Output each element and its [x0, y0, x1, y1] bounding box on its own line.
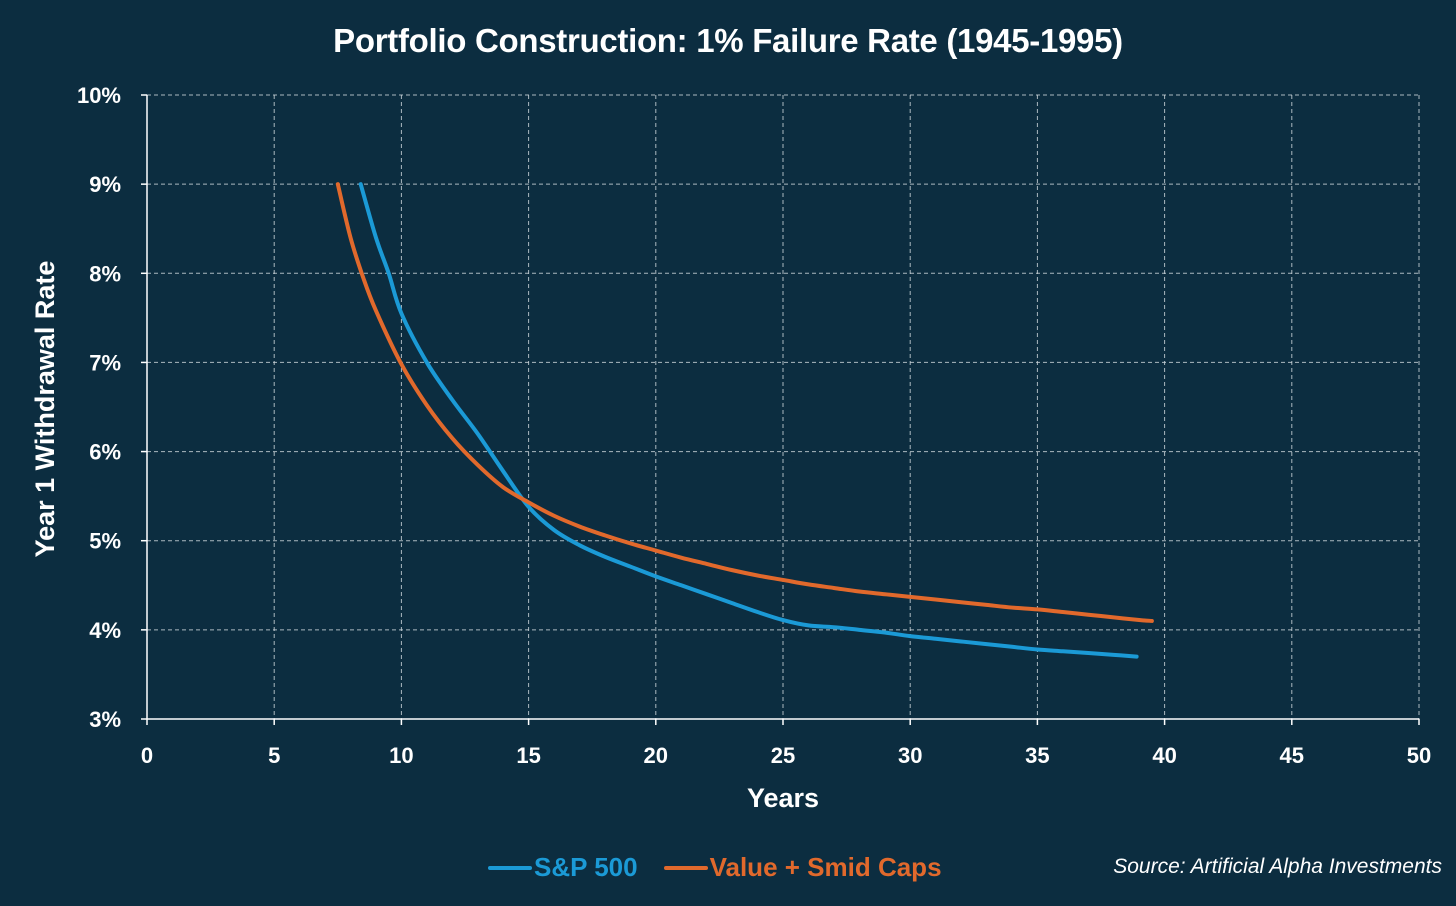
y-tick-label: 4% [89, 618, 121, 643]
x-tick-label: 5 [268, 743, 280, 768]
y-tick-label: 10% [77, 83, 121, 108]
y-tick-label: 3% [89, 707, 121, 732]
x-tick-label: 45 [1280, 743, 1304, 768]
source-note: Source: Artificial Alpha Investments [1113, 855, 1442, 878]
legend-swatch-sp500 [488, 865, 532, 870]
x-tick-label: 40 [1152, 743, 1176, 768]
y-tick-label: 9% [89, 172, 121, 197]
y-tick-label: 8% [89, 261, 121, 286]
y-tick-label: 6% [89, 440, 121, 465]
x-tick-label: 25 [771, 743, 795, 768]
series-line-value-smid [335, 182, 1154, 623]
x-tick-label: 0 [141, 743, 153, 768]
y-tick-label: 7% [89, 350, 121, 375]
x-tick-label: 10 [389, 743, 413, 768]
chart-title: Portfolio Construction: 1% Failure Rate … [333, 22, 1123, 59]
legend-swatch-value-smid [663, 865, 708, 870]
series-line-sp500 [358, 182, 1139, 659]
legend-item-value-smid[interactable]: Value + Smid Caps [663, 852, 942, 883]
chart-legend: S&P 500 Value + Smid Caps [488, 852, 968, 883]
x-tick-label: 30 [898, 743, 922, 768]
x-axis-title: Years [747, 783, 819, 813]
y-axis-title: Year 1 Withdrawal Rate [30, 261, 60, 558]
x-tick-label: 15 [516, 743, 540, 768]
legend-label-value-smid: Value + Smid Caps [709, 852, 942, 882]
x-tick-label: 50 [1407, 743, 1431, 768]
x-tick-label: 35 [1025, 743, 1049, 768]
y-tick-label: 5% [89, 529, 121, 554]
legend-item-sp500[interactable]: S&P 500 [488, 852, 638, 883]
legend-label-sp500: S&P 500 [534, 852, 638, 882]
x-tick-label: 20 [644, 743, 668, 768]
